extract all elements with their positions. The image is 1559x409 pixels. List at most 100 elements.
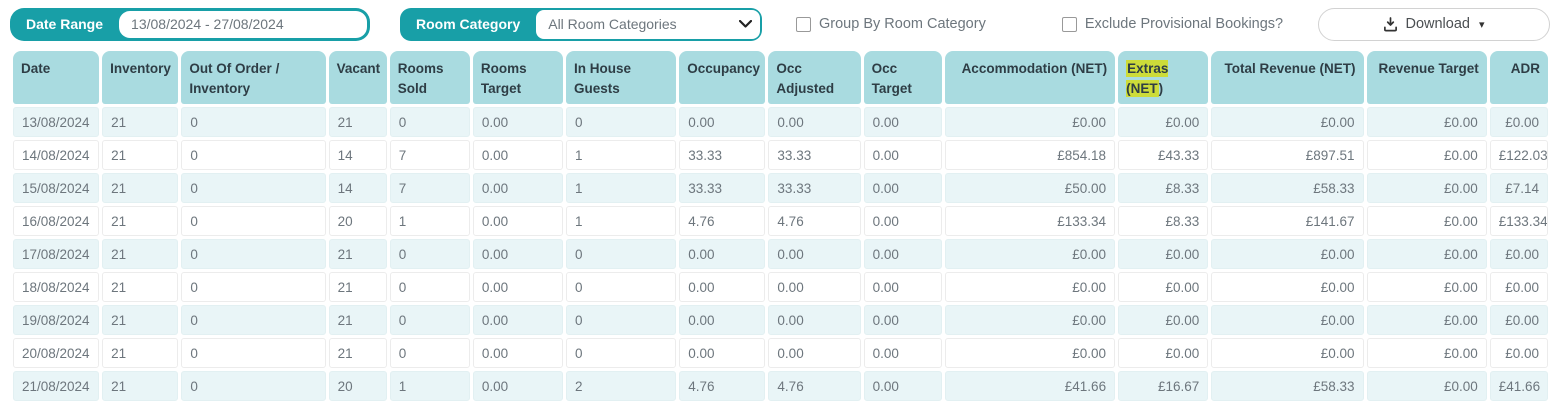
table-cell: 0.00 [472,272,564,303]
table-cell: 33.33 [679,173,766,204]
table-cell: £41.66 [944,371,1116,402]
table-cell: £0.00 [1211,239,1364,270]
table-cell: 0 [566,107,677,138]
table-cell: 21 [328,305,387,336]
table-row: 21/08/2024 21 0 20 1 0.00 2 4.76 4.76 0.00 £41.66 £… [13,371,1548,402]
table-cell: 7 [389,173,470,204]
table-cell: 0 [181,107,326,138]
table-cell: £133.34 [944,206,1116,237]
table-cell: £0.00 [1489,107,1548,138]
table-cell: 0 [389,107,470,138]
table-cell: 0 [181,305,326,336]
group-by-room-category-option: Group By Room Category [796,16,986,32]
date-range-input[interactable] [119,10,367,38]
table-cell: £58.33 [1211,371,1364,402]
table-cell: 0.00 [472,173,564,204]
table-cell: £0.00 [1366,206,1487,237]
table-cell: £141.67 [1211,206,1364,237]
table-cell: £0.00 [1118,107,1209,138]
table-cell: £0.00 [1489,338,1548,369]
table-cell: 0.00 [472,305,564,336]
table-cell: 16/08/2024 [13,206,100,237]
table-cell: 0.00 [679,107,766,138]
table-cell: £0.00 [1366,272,1487,303]
table-cell: 0 [181,140,326,171]
table-cell: 0.00 [472,140,564,171]
table-cell: 0.00 [768,239,861,270]
column-header-in-house-guests: In House Guests [566,51,677,105]
room-category-select[interactable]: All Room Categories [536,9,760,39]
table-cell: 0 [389,338,470,369]
table-cell: £7.14 [1489,173,1548,204]
column-header-occ-adjusted: Occ Adjusted [768,51,861,105]
table-cell: 0 [181,206,326,237]
table-cell: 0 [181,338,326,369]
group-by-room-category-checkbox[interactable] [796,16,811,32]
table-cell: 0.00 [472,107,564,138]
table-cell: £0.00 [1118,305,1209,336]
table-cell: 0 [566,272,677,303]
table-cell: 21 [102,272,179,303]
download-button[interactable]: Download ▾ [1318,7,1550,41]
table-cell: £0.00 [1489,272,1548,303]
table-cell: 0.00 [863,140,942,171]
table-cell: £43.33 [1118,140,1209,171]
table-cell: 0.00 [768,107,861,138]
column-header-out-of-order: Out Of Order / Inventory [181,51,326,105]
table-cell: £0.00 [1211,305,1364,336]
table-cell: £0.00 [944,107,1116,138]
table-cell: 21 [102,371,179,402]
table-header: Date Inventory Out Of Order / Inventory … [13,51,1548,105]
exclude-provisional-bookings-checkbox[interactable] [1061,16,1077,32]
table-cell: 0.00 [863,173,942,204]
table-cell: 0 [389,272,470,303]
table-row: 19/08/2024 21 0 21 0 0.00 0 0.00 0.00 0.00 £0.00 £0… [13,305,1548,336]
table-cell: £0.00 [944,239,1116,270]
table-cell: £8.33 [1118,206,1209,237]
table-cell: £50.00 [944,173,1116,204]
table-cell: 21 [102,338,179,369]
room-category-control: Room Category All Room Categories [400,7,762,41]
table-row: 20/08/2024 21 0 21 0 0.00 0 0.00 0.00 0.00 £0.00 £0… [13,338,1548,369]
table-cell: 0 [181,239,326,270]
table-cell: 0.00 [679,338,766,369]
extras-header-suffix: ) [1158,80,1164,96]
table-cell: 21 [328,272,387,303]
table-cell: 0.00 [863,305,942,336]
column-header-revenue-target: Revenue Target [1366,51,1487,105]
revenue-report-table: Date Inventory Out Of Order / Inventory … [10,48,1551,404]
table-cell: 20/08/2024 [13,338,100,369]
table-cell: 4.76 [768,206,861,237]
table-cell: £0.00 [1211,338,1364,369]
table-row: 16/08/2024 21 0 20 1 0.00 1 4.76 4.76 0.00 £133.34… [13,206,1548,237]
table-cell: 21 [328,239,387,270]
table-cell: 14/08/2024 [13,140,100,171]
table-body: 13/08/2024 21 0 21 0 0.00 0 0.00 0.00 0.00 £0.00 £0… [13,107,1548,402]
table-cell: 21/08/2024 [13,371,100,402]
table-cell: 21 [102,107,179,138]
room-category-label: Room Category [416,16,521,32]
table-cell: £0.00 [1366,140,1487,171]
table-cell: 0.00 [863,206,942,237]
table-cell: 21 [328,338,387,369]
table-cell: £8.33 [1118,173,1209,204]
table-cell: 0 [181,371,326,402]
table-cell: 20 [328,206,387,237]
caret-down-icon: ▾ [1478,18,1485,31]
table-cell: 0.00 [472,239,564,270]
table-cell: 14 [328,140,387,171]
table-cell: 1 [566,140,677,171]
table-cell: 21 [102,173,179,204]
table-cell: 1 [389,206,470,237]
table-cell: 17/08/2024 [13,239,100,270]
table-cell: 4.76 [679,371,766,402]
table-cell: 0.00 [472,371,564,402]
column-header-extras-net: Extras (NET) [1118,51,1209,105]
column-header-occ-target: Occ Target [863,51,942,105]
table-cell: 0 [566,338,677,369]
table-cell: 0.00 [863,338,942,369]
table-cell: 0.00 [472,206,564,237]
table-cell: 15/08/2024 [13,173,100,204]
table-cell: £58.33 [1211,173,1364,204]
table-row: 18/08/2024 21 0 21 0 0.00 0 0.00 0.00 0.00 £0.00 £0… [13,272,1548,303]
